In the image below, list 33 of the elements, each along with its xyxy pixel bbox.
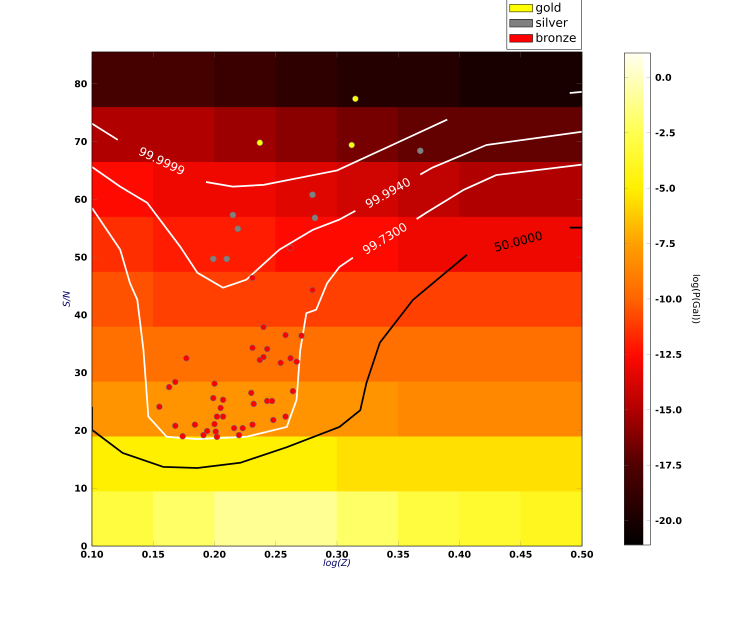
color-bar-label: -7.5 [656, 240, 675, 248]
color-bar-label: -20.0 [656, 517, 682, 524]
color-bar-label: -12.5 [656, 350, 682, 358]
x-tick-label: 0.50 [570, 550, 594, 558]
color-bar-label: -17.5 [656, 462, 682, 469]
y-tick-label: 70 [74, 138, 87, 146]
y-axis-title: S/N [62, 291, 70, 307]
color-bar-label: -10.0 [656, 295, 682, 303]
y-tick-label: 10 [75, 484, 87, 492]
y-tick-label: 30 [74, 369, 87, 376]
x-tick-label: 0.25 [264, 550, 287, 558]
color-bar-title: log(P(Gal)) [691, 274, 700, 324]
color-bar-label: -15.0 [656, 406, 682, 414]
color-bar-label: 0.0 [656, 74, 672, 81]
y-tick-label: 60 [74, 196, 87, 203]
x-tick-label: 0.20 [203, 550, 226, 558]
x-tick-label: 0.30 [326, 550, 348, 558]
x-tick-label: 0.15 [142, 550, 164, 558]
color-bar-label: -2.5 [656, 129, 675, 136]
x-tick-label: 0.35 [387, 550, 410, 558]
y-tick-label: 40 [74, 311, 87, 318]
legend-label: bronze [536, 32, 576, 42]
y-tick-label: 20 [75, 426, 87, 434]
y-tick-label: 50 [75, 254, 87, 261]
x-tick-label: 0.45 [510, 550, 532, 558]
x-tick-label: 0.10 [80, 550, 104, 558]
y-tick-label: 80 [74, 80, 87, 88]
y-tick-label: 0 [81, 542, 87, 550]
legend-label: gold [536, 2, 560, 14]
legend-label: silver [536, 18, 568, 27]
color-bar-label: -5.0 [656, 184, 676, 192]
x-axis-title: log(Z) [323, 558, 350, 568]
x-tick-label: 0.40 [448, 550, 471, 558]
